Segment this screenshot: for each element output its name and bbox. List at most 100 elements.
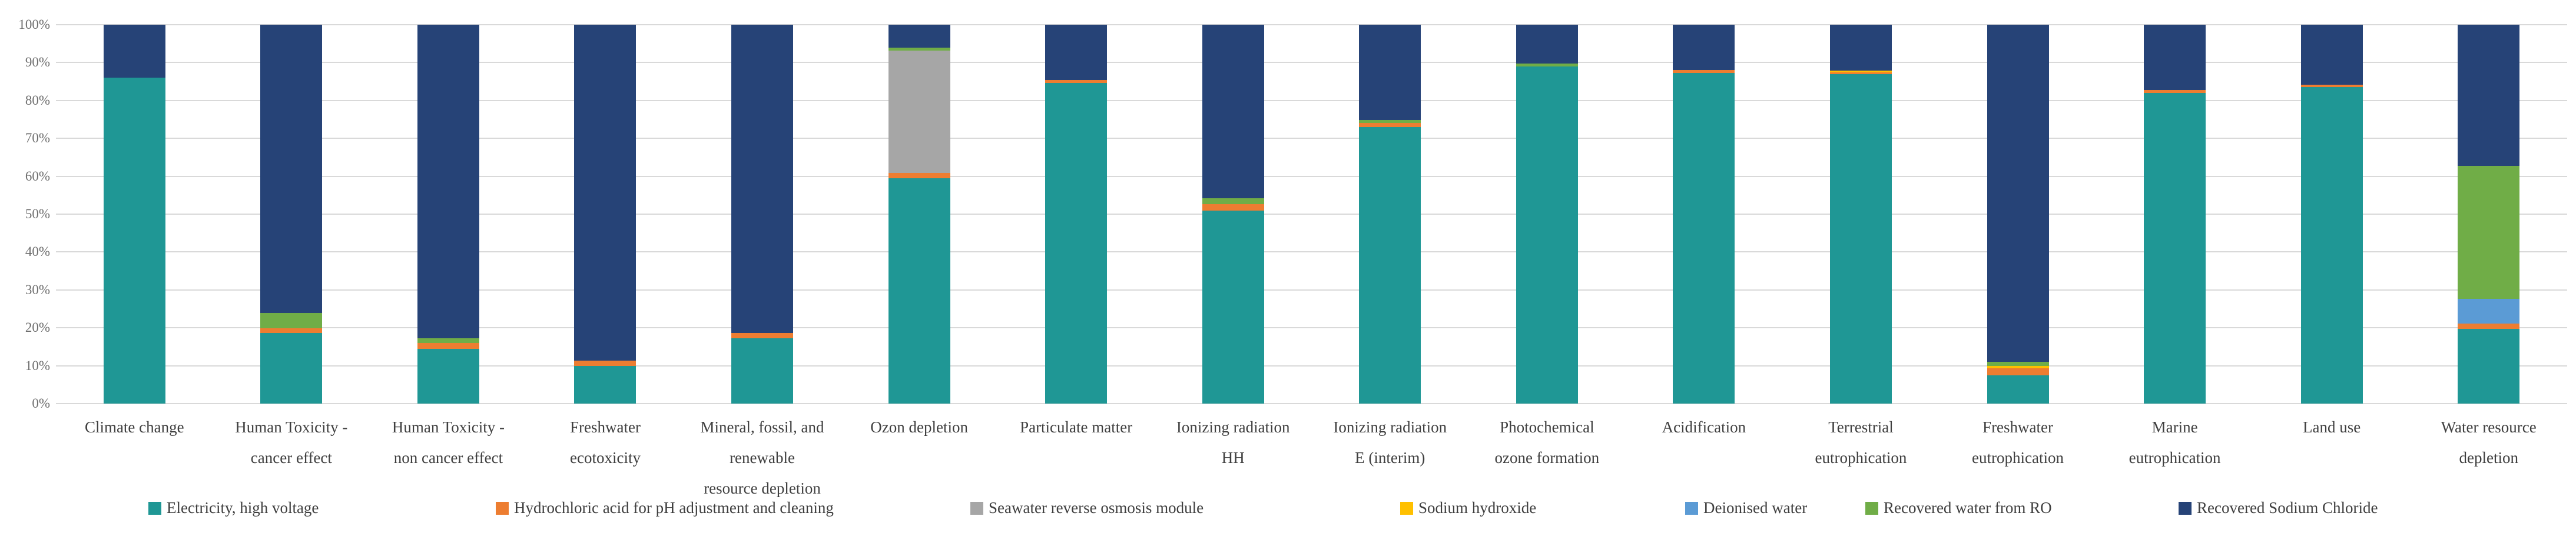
segment-recovered-sodium-chloride	[1202, 25, 1264, 198]
legend-marker-icon	[1685, 501, 1698, 515]
segment-hydrochloric-acid-for-ph-adjustment-and-cleaning	[1045, 80, 1108, 84]
segment-hydrochloric-acid-for-ph-adjustment-and-cleaning	[2144, 90, 2206, 93]
segment-hydrochloric-acid-for-ph-adjustment-and-cleaning	[1359, 123, 1421, 127]
segment-sodium-hydroxide	[1987, 366, 2049, 369]
segment-recovered-water-from-ro	[1987, 361, 2049, 367]
x-label-line: Land use	[2303, 418, 2361, 436]
x-label-human-toxicity-cancer-effect: Human Toxicity - cancer effect	[213, 412, 370, 473]
x-label-line: cancer effect	[250, 449, 332, 467]
segment-electricity-high-voltage	[1202, 210, 1264, 404]
x-label-line: renewable	[730, 449, 795, 467]
bar-ionizing-radiation-hh	[1202, 25, 1264, 404]
y-tick-80: 80%	[25, 92, 50, 108]
segment-electricity-high-voltage	[2144, 92, 2206, 404]
legend-marker-icon	[496, 501, 509, 515]
segment-hydrochloric-acid-for-ph-adjustment-and-cleaning	[417, 342, 479, 349]
segment-electricity-high-voltage	[574, 365, 636, 404]
legend-label: Deionised water	[1703, 499, 1808, 517]
gridline-70	[56, 138, 2567, 139]
legend-item-deionised-water: Deionised water	[1685, 499, 1807, 517]
legend-label: Sodium hydroxide	[1418, 499, 1537, 517]
segment-recovered-sodium-chloride	[2300, 25, 2363, 85]
x-label-line: Photochemical	[1500, 418, 1594, 436]
legend-item-sodium-hydroxide: Sodium hydroxide	[1400, 499, 1536, 517]
segment-electricity-high-voltage	[2458, 328, 2520, 404]
x-label-line: Ionizing radiation	[1333, 418, 1447, 436]
bar-ozon-depletion	[888, 25, 950, 404]
gridline-10	[56, 365, 2567, 367]
legend-label: Hydrochloric acid for pH adjustment and …	[514, 499, 834, 517]
x-label-climate-change: Climate change	[56, 412, 213, 442]
y-tick-70: 70%	[25, 131, 50, 146]
y-tick-0: 0%	[32, 396, 50, 411]
segment-recovered-water-from-ro	[1202, 198, 1264, 205]
legend-marker-icon	[1865, 501, 1878, 515]
bar-ionizing-radiation-e-interim	[1359, 25, 1421, 404]
x-axis-labels: Climate change Human Toxicity - cancer eff…	[56, 412, 2567, 500]
x-label-water-resource-depletion: Water resource depletion	[2410, 412, 2567, 473]
segment-recovered-sodium-chloride	[1987, 25, 2049, 362]
x-label-line: Human Toxicity -	[235, 418, 348, 436]
segment-deionised-water	[2458, 298, 2520, 324]
legend-label: Seawater reverse osmosis module	[989, 499, 1204, 517]
y-tick-10: 10%	[25, 358, 50, 373]
y-axis: 0% 10% 20% 30% 40% 50% 60% 70% 80% 90% 100%	[0, 17, 50, 411]
legend-label: Recovered water from RO	[1884, 499, 2052, 517]
x-label-terrestrial-eutrophication: Terrestrial eutrophication	[1782, 412, 1940, 473]
segment-hydrochloric-acid-for-ph-adjustment-and-cleaning	[731, 332, 794, 339]
segment-electricity-high-voltage	[2300, 87, 2363, 404]
segment-recovered-sodium-chloride	[2458, 25, 2520, 166]
y-tick-40: 40%	[25, 244, 50, 259]
x-label-photochemical-ozone-formation: Photochemical ozone formation	[1468, 412, 1626, 473]
segment-recovered-sodium-chloride	[103, 25, 165, 78]
legend-label: Recovered Sodium Chloride	[2197, 499, 2378, 517]
bar-human-toxicity-non-cancer-effect	[417, 25, 479, 404]
legend-marker-icon	[970, 501, 983, 515]
bar-land-use	[2300, 25, 2363, 404]
segment-electricity-high-voltage	[260, 332, 323, 404]
x-label-line: resource depletion	[704, 479, 821, 497]
x-label-line: depletion	[2459, 449, 2518, 467]
x-label-line: ecotoxicity	[569, 449, 641, 467]
x-label-ionizing-radiation-e-interim: Ionizing radiation E (interim)	[1312, 412, 1469, 473]
bar-freshwater-ecotoxicity	[574, 25, 636, 404]
legend-marker-icon	[148, 501, 161, 515]
segment-recovered-water-from-ro	[888, 48, 950, 51]
bar-marine-eutrophication	[2144, 25, 2206, 404]
legend-item-electricity-high-voltage: Electricity, high voltage	[148, 499, 319, 517]
x-label-land-use: Land use	[2253, 412, 2411, 442]
x-label-freshwater-ecotoxicity: Freshwater ecotoxicity	[527, 412, 684, 473]
segment-electricity-high-voltage	[1987, 375, 2049, 404]
segment-hydrochloric-acid-for-ph-adjustment-and-cleaning	[888, 173, 950, 178]
gridline-30	[56, 289, 2567, 291]
segment-hydrochloric-acid-for-ph-adjustment-and-cleaning	[574, 361, 636, 366]
x-label-ionizing-radiation-hh: Ionizing radiation HH	[1155, 412, 1312, 473]
x-label-line: Terrestrial	[1828, 418, 1894, 436]
segment-hydrochloric-acid-for-ph-adjustment-and-cleaning	[1829, 72, 1892, 74]
x-label-marine-eutrophication: Marine eutrophication	[2096, 412, 2253, 473]
bar-freshwater-eutrophication	[1987, 25, 2049, 404]
gridline-50	[56, 214, 2567, 215]
legend-marker-icon	[1400, 501, 1413, 515]
segment-hydrochloric-acid-for-ph-adjustment-and-cleaning	[260, 328, 323, 333]
x-label-line: ozone formation	[1494, 449, 1600, 467]
legend-item-recovered-water-from-ro: Recovered water from RO	[1865, 499, 2052, 517]
y-tick-100: 100%	[18, 17, 50, 32]
segment-hydrochloric-acid-for-ph-adjustment-and-cleaning	[1987, 368, 2049, 375]
gridline-80	[56, 99, 2567, 101]
y-tick-90: 90%	[25, 55, 50, 70]
bar-mineral-fossil-and-renewable-resource-depletion	[731, 25, 794, 404]
segment-electricity-high-voltage	[888, 178, 950, 404]
x-label-freshwater-eutrophication: Freshwater eutrophication	[1940, 412, 2097, 473]
segment-hydrochloric-acid-for-ph-adjustment-and-cleaning	[2300, 84, 2363, 88]
segment-recovered-sodium-chloride	[731, 25, 794, 333]
segment-recovered-sodium-chloride	[260, 25, 323, 314]
bar-photochemical-ozone-formation	[1516, 25, 1578, 404]
x-label-line: eutrophication	[1815, 449, 1907, 467]
x-label-particulate-matter: Particulate matter	[997, 412, 1155, 442]
x-label-line: HH	[1221, 449, 1245, 467]
segment-electricity-high-voltage	[1359, 126, 1421, 404]
x-label-line: E (interim)	[1355, 449, 1425, 467]
y-tick-20: 20%	[25, 320, 50, 335]
